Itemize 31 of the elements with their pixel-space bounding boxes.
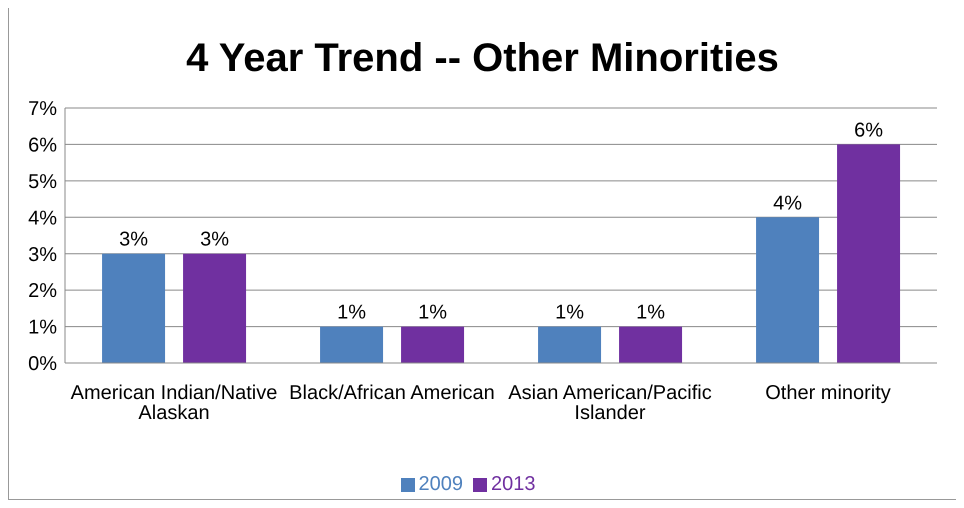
y-tick-label: 7% (28, 98, 58, 120)
bar (619, 326, 682, 363)
legend-label: 2009 (418, 473, 463, 495)
bar (401, 326, 464, 363)
bar (538, 326, 602, 363)
x-tick-label: Asian American/Pacific Islander (508, 382, 712, 424)
y-tick-label: 4% (28, 207, 58, 230)
x-tick-label: Other minority (765, 382, 891, 404)
data-label: 3% (200, 228, 230, 251)
x-tick-label: Black/African American (289, 382, 495, 404)
y-tick-label: 3% (28, 244, 58, 266)
data-label: 1% (418, 302, 448, 324)
legend-label: 2013 (491, 473, 536, 495)
chart-title: 4 Year Trend -- Other Minorities (185, 35, 780, 82)
bar (837, 144, 900, 363)
x-tick-label: American Indian/Native Alaskan (70, 382, 278, 424)
data-label: 1% (555, 302, 584, 324)
y-tick-label: 6% (28, 134, 58, 157)
data-label: 6% (854, 119, 884, 142)
data-label: 3% (119, 228, 148, 251)
data-label: 1% (337, 302, 366, 324)
bar (183, 254, 246, 363)
y-tick-label: 0% (28, 353, 58, 376)
bar (320, 326, 384, 363)
bar (756, 217, 820, 363)
data-label: 1% (636, 302, 666, 324)
y-tick-label: 1% (28, 316, 58, 339)
data-label: 4% (773, 192, 802, 214)
bar (102, 254, 166, 363)
y-tick-label: 2% (28, 280, 58, 302)
y-tick-label: 5% (28, 170, 58, 193)
